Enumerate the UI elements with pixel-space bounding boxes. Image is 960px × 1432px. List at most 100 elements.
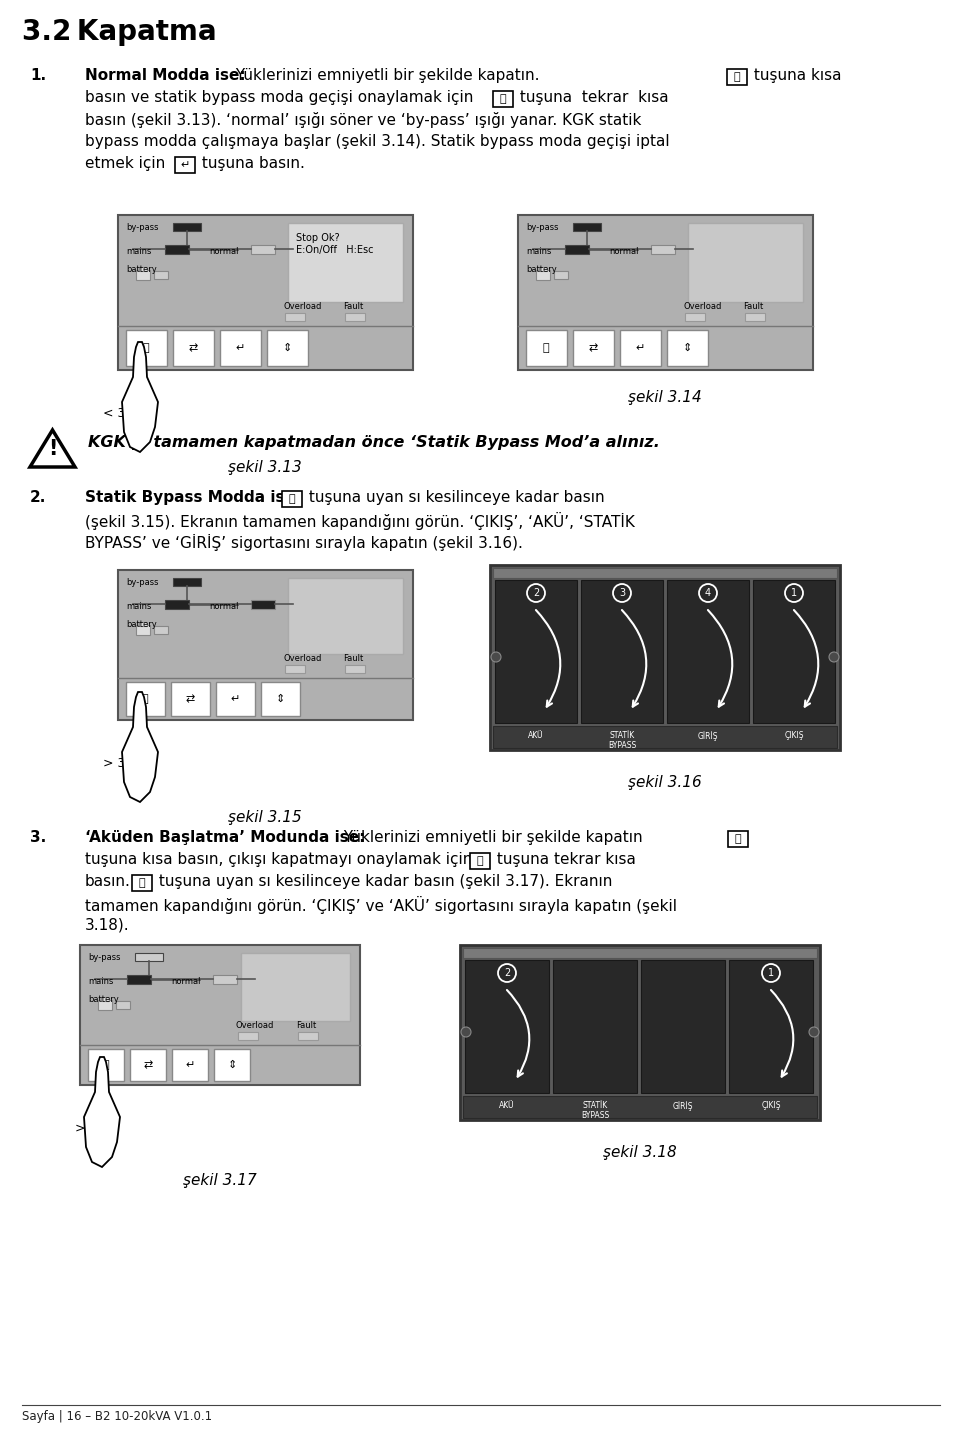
Text: tuşuna uyan sı kesilinceye kadar basın: tuşuna uyan sı kesilinceye kadar basın [304, 490, 605, 505]
Bar [518, 215, 813, 369]
Bar [470, 853, 490, 869]
Text: ⏻: ⏻ [103, 1060, 109, 1070]
Bar [171, 682, 210, 716]
Bar [130, 1050, 166, 1081]
Bar [118, 570, 413, 720]
Text: 4: 4 [705, 589, 711, 599]
Text: KGK’yi tamamen kapatmadan önce ‘Statik Bypass Mod’a alınız.: KGK’yi tamamen kapatmadan önce ‘Statik B… [88, 435, 660, 450]
Text: basın.: basın. [85, 874, 131, 889]
Text: 3.18).: 3.18). [85, 918, 130, 934]
Text: 1: 1 [791, 589, 797, 599]
Text: bypass modda çalışmaya başlar (şekil 3.14). Statik bypass moda geçişi iptal: bypass modda çalışmaya başlar (şekil 3.1… [85, 135, 670, 149]
Text: ⏻: ⏻ [143, 344, 150, 354]
Bar [135, 954, 163, 961]
Text: şekil 3.15: şekil 3.15 [228, 811, 301, 825]
Text: mains: mains [526, 246, 551, 256]
Polygon shape [122, 342, 158, 453]
Bar [175, 158, 195, 173]
Circle shape [491, 652, 501, 662]
Text: ⇄: ⇄ [588, 344, 598, 354]
Bar [685, 314, 705, 321]
Text: ⏻: ⏻ [477, 856, 483, 866]
Bar [573, 329, 614, 367]
Text: Fault: Fault [296, 1021, 316, 1030]
Text: mains: mains [126, 601, 152, 611]
Text: battery: battery [526, 265, 557, 274]
Bar [132, 875, 152, 891]
Bar [98, 1000, 112, 1010]
Bar [345, 314, 365, 321]
Text: tuşuna tekrar kısa: tuşuna tekrar kısa [492, 852, 636, 866]
Text: battery: battery [126, 620, 156, 629]
Bar [241, 954, 350, 1021]
Bar [573, 223, 601, 231]
Text: ⇕: ⇕ [276, 695, 285, 705]
Text: Overload: Overload [283, 302, 322, 311]
Text: Sayfa | 16 – B2 10-20kVA V1.0.1: Sayfa | 16 – B2 10-20kVA V1.0.1 [22, 1411, 212, 1423]
Bar [101, 997, 109, 1001]
Text: Yüklerinizi emniyetli bir şekilde kapatın: Yüklerinizi emniyetli bir şekilde kapatı… [339, 831, 642, 845]
Text: basın (şekil 3.13). ‘normal’ ışığı söner ve ‘by-pass’ ışığı yanar. KGK statik: basın (şekil 3.13). ‘normal’ ışığı söner… [85, 112, 641, 127]
Text: Yüklerinizi emniyetli bir şekilde kapatın.: Yüklerinizi emniyetli bir şekilde kapatı… [231, 67, 540, 83]
Bar [154, 626, 168, 634]
Text: 2: 2 [504, 968, 510, 978]
Bar [126, 682, 165, 716]
Polygon shape [122, 692, 158, 802]
Text: ⏻: ⏻ [289, 494, 296, 504]
Bar [80, 945, 360, 1085]
Text: Fault: Fault [743, 302, 763, 311]
Text: şekil 3.18: şekil 3.18 [603, 1146, 677, 1160]
Bar [285, 314, 305, 321]
Text: ÇIKIŞ: ÇIKIŞ [784, 730, 804, 740]
Text: normal: normal [171, 977, 201, 987]
Text: < 3 sn: < 3 sn [103, 407, 144, 420]
Text: 3.: 3. [30, 831, 46, 845]
Bar [88, 1050, 124, 1081]
Bar [565, 245, 589, 253]
Text: ⏻: ⏻ [734, 833, 741, 843]
Text: 3.2 Kapatma: 3.2 Kapatma [22, 19, 217, 46]
Text: ↵: ↵ [185, 1060, 195, 1070]
Circle shape [461, 1027, 471, 1037]
Bar [288, 223, 403, 302]
Text: tuşuna kısa: tuşuna kısa [749, 67, 842, 83]
Bar [463, 1095, 817, 1118]
Text: Fault: Fault [343, 302, 363, 311]
Bar [213, 975, 237, 984]
Text: ⏻: ⏻ [142, 695, 148, 705]
Bar [267, 329, 308, 367]
Polygon shape [84, 1057, 120, 1167]
Bar [727, 69, 747, 84]
Text: tuşuna kısa basın, çıkışı kapatmayı onaylamak için: tuşuna kısa basın, çıkışı kapatmayı onay… [85, 852, 472, 866]
Bar [214, 1050, 250, 1081]
Text: 3: 3 [619, 589, 625, 599]
Bar [173, 579, 201, 586]
Text: ÇIKIŞ: ÇIKIŞ [761, 1101, 780, 1110]
Text: ⏻: ⏻ [138, 878, 145, 888]
Text: şekil 3.16: şekil 3.16 [628, 775, 702, 790]
Bar [127, 975, 151, 984]
Bar [729, 959, 813, 1093]
Text: Overload: Overload [236, 1021, 275, 1030]
Bar [753, 580, 835, 723]
Text: battery: battery [88, 995, 119, 1004]
Circle shape [829, 652, 839, 662]
Text: (şekil 3.15). Ekranın tamamen kapandığını görün. ‘ÇIKIŞ’, ‘AKÜ’, ‘STATİK: (şekil 3.15). Ekranın tamamen kapandığın… [85, 513, 635, 530]
Bar [493, 92, 513, 107]
Text: STATİK
BYPASS: STATİK BYPASS [608, 730, 636, 750]
Text: GİRİŞ: GİRİŞ [698, 730, 718, 740]
Bar [165, 245, 189, 253]
Text: normal: normal [209, 246, 238, 256]
Bar [172, 1050, 208, 1081]
Bar [554, 271, 568, 279]
Text: 1.: 1. [30, 67, 46, 83]
Text: ⇕: ⇕ [683, 344, 692, 354]
Text: ⇕: ⇕ [228, 1060, 237, 1070]
Text: BYPASS’ ve ‘GİRİŞ’ sigortasını sırayla kapatın (şekil 3.16).: BYPASS’ ve ‘GİRİŞ’ sigortasını sırayla k… [85, 534, 523, 551]
Text: ↵: ↵ [636, 344, 645, 354]
Bar [282, 491, 302, 507]
Text: E:On/Off   H:Esc: E:On/Off H:Esc [296, 245, 373, 255]
Bar [465, 959, 549, 1093]
Bar [667, 580, 749, 723]
Bar [261, 682, 300, 716]
